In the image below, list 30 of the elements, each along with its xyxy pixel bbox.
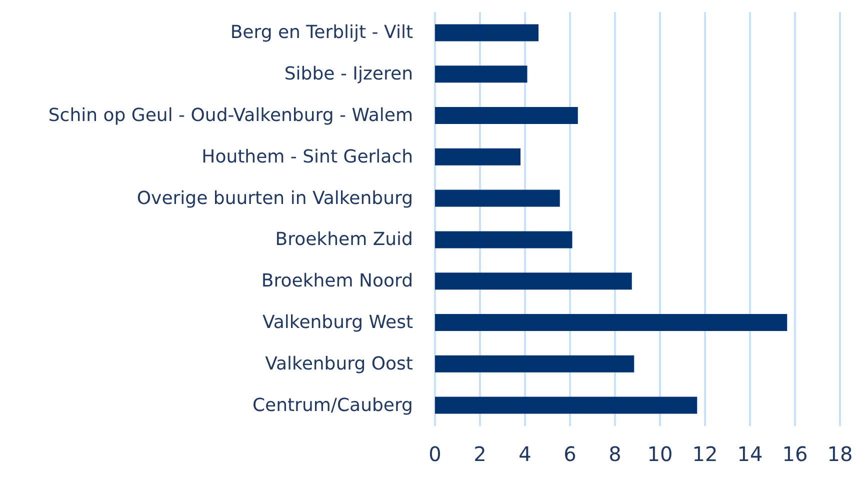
- bar: [435, 107, 578, 124]
- x-tick-label: 0: [428, 442, 442, 466]
- x-tick-label: 6: [564, 442, 576, 466]
- y-tick-label: Valkenburg Oost: [265, 353, 413, 374]
- x-tick-label: 2: [474, 442, 486, 466]
- y-tick-label: Valkenburg West: [262, 312, 413, 333]
- y-tick-label: Schin op Geul - Oud-Valkenburg - Walem: [48, 105, 413, 126]
- x-tick-label: 14: [737, 442, 763, 466]
- y-tick-label: Berg en Terblijt - Vilt: [230, 22, 413, 44]
- x-tick-label: 10: [647, 442, 673, 466]
- bar: [435, 148, 520, 166]
- bar: [435, 355, 634, 372]
- y-tick-label: Sibbe - Ijzeren: [284, 64, 413, 85]
- x-tick-label: 16: [782, 442, 808, 466]
- bar: [435, 24, 538, 42]
- bar: [435, 190, 560, 207]
- bar: [435, 396, 698, 414]
- x-tick-label: 4: [518, 442, 532, 466]
- bar: [435, 66, 528, 83]
- x-tick-label: 18: [827, 442, 853, 466]
- y-tick-label: Houthem - Sint Gerlach: [202, 146, 413, 168]
- y-tick-label: Broekhem Zuid: [275, 229, 413, 250]
- bar: [435, 231, 572, 248]
- y-tick-label: Broekhem Noord: [261, 270, 413, 292]
- x-tick-label: 12: [692, 442, 718, 466]
- bar: [435, 314, 788, 331]
- y-tick-label: Centrum/Cauberg: [252, 394, 413, 416]
- bar: [435, 272, 632, 290]
- y-tick-label: Overige buurten in Valkenburg: [136, 188, 413, 209]
- x-tick-label: 8: [608, 442, 622, 466]
